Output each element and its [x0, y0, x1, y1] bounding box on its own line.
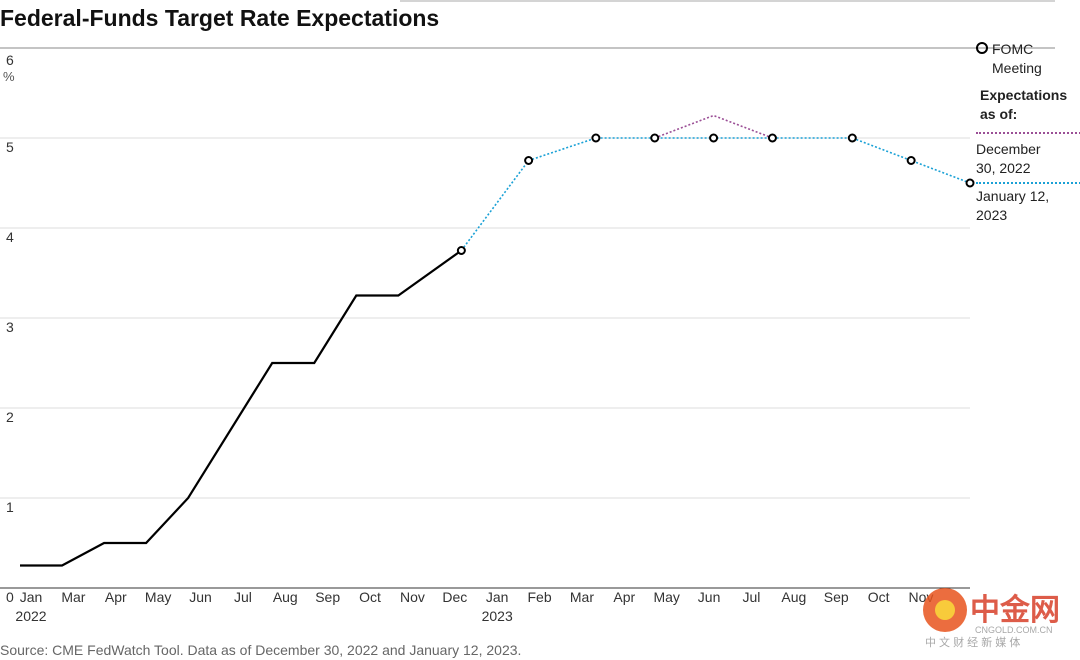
series-line [20, 249, 463, 567]
fomc-marker [767, 133, 777, 143]
fomc-marker [456, 246, 466, 255]
fomc-marker [591, 133, 601, 143]
legend-item: January 12, 2023 [976, 182, 1080, 225]
y-tick-label: 1 [6, 499, 14, 515]
y-tick-label: 6 [6, 52, 14, 68]
chart-title: Federal-Funds Target Rate Expectations [0, 5, 439, 31]
x-tick-sublabel: 2023 [482, 608, 513, 624]
x-tick-label: May [653, 589, 679, 605]
watermark: 中金网 CNGOLD.COM.CN 中 文 财 经 新 媒 体 [923, 588, 1060, 649]
x-tick-label: Sep [824, 589, 849, 605]
legend-swatch [976, 132, 1080, 134]
x-tick-label: Feb [528, 589, 552, 605]
y-tick-label: 2 [6, 409, 14, 425]
legend-label: January 12, 2023 [976, 188, 1050, 223]
y-tick-label: 5 [6, 139, 14, 155]
legend-swatch [976, 182, 1080, 184]
series-line [460, 137, 971, 251]
x-tick-label: Mar [61, 589, 85, 605]
legend-marker: FOMC Meeting [976, 40, 1072, 78]
x-tick-label: Dec [442, 589, 467, 605]
y-tick-label: 3 [6, 319, 14, 335]
x-tick-label: Nov [400, 589, 425, 605]
watermark-name: 中金网 [970, 593, 1060, 627]
fomc-marker [650, 133, 660, 143]
legend-title: Expectations as of: [980, 87, 1068, 122]
x-tick-label: May [145, 589, 171, 605]
fomc-marker [524, 156, 534, 165]
x-tick-label: Jul [234, 589, 252, 605]
x-tick-label: Jan [486, 589, 509, 605]
watermark-tagline: 中 文 财 经 新 媒 体 [925, 635, 1020, 649]
fomc-marker [965, 178, 975, 188]
x-tick-label: Jul [743, 589, 761, 605]
source: Source: CME FedWatch Tool. Data as of De… [0, 642, 521, 658]
watermark-site: CNGOLD.COM.CN [975, 625, 1053, 635]
x-tick-label: Jan [20, 589, 43, 605]
x-tick-label: Oct [359, 589, 381, 605]
y-tick-label: 0 [6, 589, 14, 605]
x-tick-label: Apr [105, 589, 127, 605]
x-tick-label: Oct [868, 589, 890, 605]
x-tick-label: Mar [570, 589, 594, 605]
series-line [654, 114, 773, 139]
watermark-logo [935, 600, 955, 620]
x-tick-label: Apr [613, 589, 635, 605]
legend-label: December 30, 2022 [976, 141, 1041, 176]
plot: 0 1 2 3 4 5 6% Jan 2022 Mar Apr May Jun Jul Aug Sep Oct N… [0, 47, 1055, 624]
x-tick-label: Jun [189, 589, 212, 605]
legend-marker-icon [976, 42, 988, 54]
legend-item: December 30, 2022 [976, 132, 1080, 178]
fomc-marker [847, 133, 857, 143]
x-tick-label: Aug [781, 589, 806, 605]
fomc-marker [709, 133, 719, 143]
x-tick-label: Sep [315, 589, 340, 605]
y-tick-label: 4 [6, 229, 14, 245]
fomc-marker [906, 156, 916, 165]
x-tick-sublabel: 2022 [15, 608, 46, 624]
y-unit: % [3, 69, 15, 84]
x-tick-label: Aug [273, 589, 298, 605]
legend-marker-label: FOMC Meeting [992, 41, 1042, 76]
x-tick-label: Jun [698, 589, 721, 605]
